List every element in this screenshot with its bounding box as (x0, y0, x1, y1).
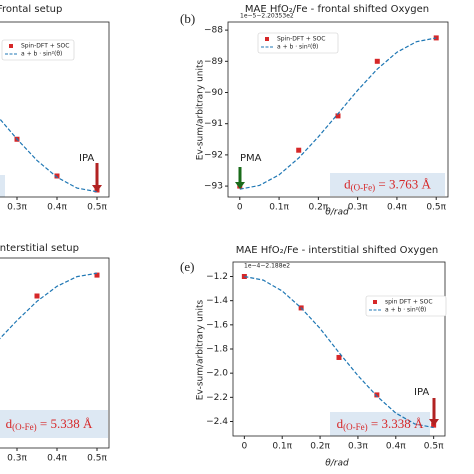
fit-line (239, 37, 437, 190)
distance-box (0, 410, 108, 438)
legend-marker (9, 44, 13, 48)
legend-label: a + b · sin²(θ) (21, 51, 62, 58)
distance-box (330, 412, 430, 436)
y-tick-label: −1.8 (206, 345, 228, 355)
y-axis-label: Ev-sum/arbitrary units (196, 59, 206, 160)
distance-subscript: (O-Fe) (351, 183, 376, 193)
legend-marker (373, 300, 377, 304)
legend-label: a + b · sin²(θ) (277, 44, 318, 51)
panel-label: (b) (180, 11, 195, 26)
chart-title: Frontal setup (0, 4, 62, 15)
data-point (94, 272, 100, 278)
plot-frame (0, 21, 110, 198)
data-point (335, 113, 341, 119)
y-tick-label: −1.2 (206, 272, 228, 282)
axis-offset: 1e−4−2.188e2 (244, 263, 290, 270)
distance-symbol: d (6, 416, 13, 431)
data-point (54, 173, 60, 179)
annotation: IPA (414, 387, 429, 398)
y-tick-label: −2.0 (206, 369, 228, 379)
distance-text: = 5.338 Å (37, 416, 93, 431)
annotation-arrowhead (92, 185, 102, 192)
data-point (374, 392, 380, 398)
distance-symbol: d (344, 176, 351, 191)
chart-title: interstitial setup (0, 243, 79, 254)
y-tick-label: −2.2 (206, 393, 228, 403)
data-point (374, 58, 380, 64)
distance-label: d(O-Fe) = 3.763 Å (344, 176, 431, 192)
x-tick-label: 0.4π (386, 442, 406, 452)
fit-line (0, 272, 98, 340)
y-axis-label: Ev-sum/arbitrary units (196, 299, 206, 400)
distance-subscript: (O-Fe) (343, 422, 368, 432)
legend-label: Spin-DFT + SOC (277, 36, 325, 43)
x-tick-label: 0.1π (272, 442, 292, 452)
x-tick-label: 0 (241, 442, 247, 452)
data-point (296, 147, 302, 153)
x-axis-label: θ/rad (325, 208, 349, 218)
legend-box (1, 39, 75, 61)
y-tick-label: −89 (204, 57, 223, 67)
y-tick-label: −1.4 (206, 296, 228, 306)
y-tick-label: −92 (204, 150, 223, 160)
y-tick-label: −93 (204, 182, 223, 192)
data-point (34, 293, 40, 299)
x-tick-label: 0.2π (310, 442, 330, 452)
x-tick-label: 0.5π (87, 454, 107, 464)
x-axis-label: θ/rad (325, 459, 349, 469)
distance-label: d(O-Fe) = 3.338 Å (337, 416, 424, 432)
fit-line (0, 118, 98, 193)
legend-box (365, 295, 447, 317)
chart-title: MAE HfO₂/Fe - frontal shifted Oxygen (245, 4, 429, 15)
x-tick-label: 0.1π (269, 203, 289, 213)
fit-line (244, 275, 434, 429)
x-tick-label: 0 (237, 203, 243, 213)
annotation: PMA (240, 153, 262, 164)
axis-offset: 1e−5−2.20353e2 (240, 13, 294, 20)
x-tick-label: 0.3π (348, 442, 368, 452)
legend-label: a + b · sin²(θ) (385, 307, 426, 314)
plot-frame (0, 257, 110, 449)
distance-label: d(O-Fe) = 5.338 Å (6, 416, 93, 432)
x-tick-label: 0.3π (7, 203, 27, 213)
distance-box (330, 173, 445, 196)
x-tick-label: 0.4π (387, 203, 407, 213)
annotation: IPA (79, 153, 94, 164)
y-tick-label: −88 (204, 26, 223, 36)
x-tick-label: 0.4π (47, 454, 67, 464)
distance-text: = 3.763 Å (375, 176, 431, 191)
x-tick-label: 0.3π (7, 454, 27, 464)
data-point (336, 354, 342, 360)
chart-title: MAE HfO₂/Fe - interstitial shifted Oxyge… (236, 245, 438, 256)
x-tick-label: 0.4π (47, 203, 67, 213)
legend-label: spin DFT + SOC (385, 299, 433, 306)
annotation-arrowhead (235, 182, 245, 189)
legend-box (257, 32, 339, 54)
legend-label: Spin-DFT + SOC (21, 43, 69, 50)
y-tick-label: −90 (204, 88, 223, 98)
plot-frame (227, 21, 449, 198)
plot-frame (232, 261, 446, 437)
distance-box (0, 175, 5, 197)
x-tick-label: 0.5π (87, 203, 107, 213)
x-tick-label: 0.5π (424, 442, 444, 452)
x-tick-label: 0.3π (348, 203, 368, 213)
y-tick-label: −1.6 (206, 320, 228, 330)
x-tick-label: 0.2π (308, 203, 328, 213)
legend-marker (265, 37, 269, 41)
distance-text: = 3.338 Å (368, 416, 424, 431)
distance-symbol: d (337, 416, 344, 431)
x-tick-label: 0.5π (426, 203, 446, 213)
y-tick-label: −91 (204, 119, 223, 129)
distance-subscript: (O-Fe) (12, 422, 37, 432)
panel-label: (e) (180, 259, 194, 274)
y-tick-label: −2.4 (206, 417, 228, 427)
annotation-arrowhead (429, 419, 439, 426)
